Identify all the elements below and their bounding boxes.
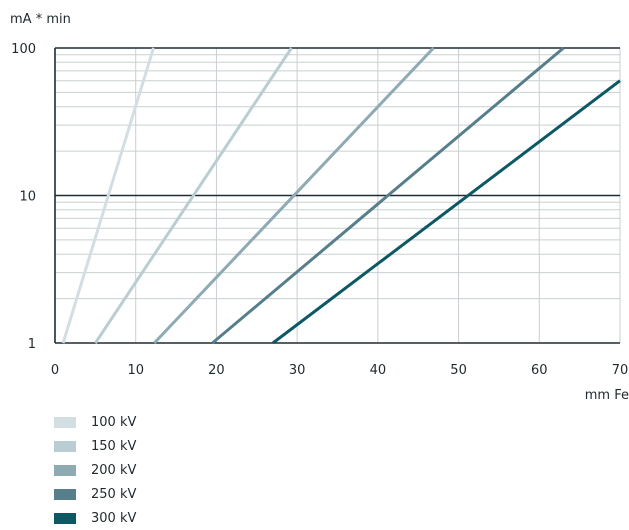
y-axis-label: mA * min [10,12,71,27]
legend-label: 250 kV [91,486,137,502]
major-gridlines [54,47,620,344]
legend-item: 300 kV [54,506,136,530]
legend-item: 200 kV [54,458,136,482]
legend-swatch [54,488,76,500]
legend: 100 kV 150 kV 200 kV 250 kV 300 kV [54,410,136,530]
legend-label: 150 kV [91,438,137,454]
x-tick-labels: 0 10 20 30 40 50 60 70 [51,363,628,378]
series-line-200-kv [153,46,435,345]
legend-swatch [54,416,76,428]
x-tick-label: 60 [531,363,548,378]
y-tick-labels: 1 10 100 [11,42,36,352]
x-tick-label: 50 [450,363,467,378]
legend-item: 250 kV [54,482,136,506]
legend-swatch [54,440,76,452]
legend-swatch [54,512,76,524]
y-tick-label: 100 [11,42,36,57]
series-line-100-kv [61,47,155,344]
series-lines [61,46,621,345]
legend-swatch [54,464,76,476]
y-tick-label: 10 [19,190,36,205]
x-tick-label: 30 [289,363,306,378]
x-tick-label: 10 [127,363,144,378]
series-line-150-kv [94,47,293,344]
chart: 0 10 20 30 40 50 60 70 1 10 100 mA * min mm Fe [10,12,629,400]
series-line-250-kv [211,46,565,345]
y-tick-label: 1 [28,337,36,352]
legend-item: 100 kV [54,410,136,434]
legend-item: 150 kV [54,434,136,458]
x-tick-label: 40 [370,363,387,378]
legend-label: 200 kV [91,462,137,478]
legend-label: 100 kV [91,414,137,430]
x-tick-label: 20 [208,363,225,378]
x-axis-label: mm Fe [585,388,629,400]
x-tick-label: 0 [51,363,59,378]
legend-label: 300 kV [91,510,137,526]
x-tick-label: 70 [612,363,629,378]
series-line-300-kv [271,79,621,345]
